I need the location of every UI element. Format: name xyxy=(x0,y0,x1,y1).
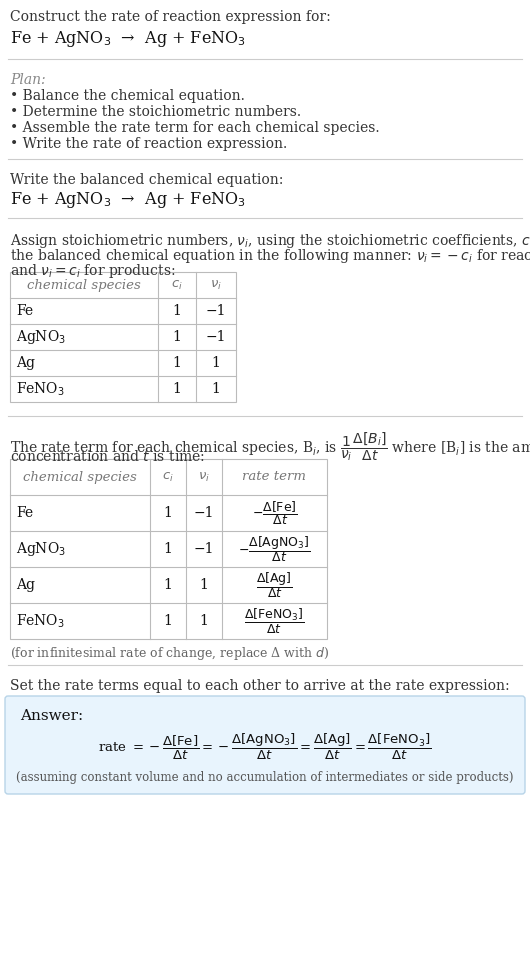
Text: Set the rate terms equal to each other to arrive at the rate expression:: Set the rate terms equal to each other t… xyxy=(10,679,510,693)
Text: $c_i$: $c_i$ xyxy=(171,279,183,291)
Text: 1: 1 xyxy=(164,506,172,520)
Text: $-\dfrac{\Delta[\mathrm{AgNO_3}]}{\Delta t}$: $-\dfrac{\Delta[\mathrm{AgNO_3}]}{\Delta… xyxy=(238,534,311,564)
Text: $\dfrac{\Delta[\mathrm{Ag}]}{\Delta t}$: $\dfrac{\Delta[\mathrm{Ag}]}{\Delta t}$ xyxy=(256,570,293,600)
Text: (for infinitesimal rate of change, replace Δ with $d$): (for infinitesimal rate of change, repla… xyxy=(10,645,330,662)
FancyBboxPatch shape xyxy=(5,696,525,794)
Text: Fe: Fe xyxy=(16,304,33,318)
Bar xyxy=(10,272,236,402)
Text: −1: −1 xyxy=(206,330,226,344)
Text: 1: 1 xyxy=(173,356,181,370)
Text: • Assemble the rate term for each chemical species.: • Assemble the rate term for each chemic… xyxy=(10,121,379,135)
Text: Fe + AgNO$_3$  →  Ag + FeNO$_3$: Fe + AgNO$_3$ → Ag + FeNO$_3$ xyxy=(10,29,246,49)
Text: Fe + AgNO$_3$  →  Ag + FeNO$_3$: Fe + AgNO$_3$ → Ag + FeNO$_3$ xyxy=(10,190,246,210)
Text: −1: −1 xyxy=(206,304,226,318)
Text: The rate term for each chemical species, B$_i$, is $\dfrac{1}{\nu_i}\dfrac{\Delt: The rate term for each chemical species,… xyxy=(10,430,530,463)
Text: rate term: rate term xyxy=(243,470,306,483)
Text: and $\nu_i = c_i$ for products:: and $\nu_i = c_i$ for products: xyxy=(10,262,175,280)
Text: AgNO$_3$: AgNO$_3$ xyxy=(16,328,66,346)
Text: $\dfrac{\Delta[\mathrm{FeNO_3}]}{\Delta t}$: $\dfrac{\Delta[\mathrm{FeNO_3}]}{\Delta … xyxy=(244,607,305,635)
Bar xyxy=(10,459,327,639)
Text: Fe: Fe xyxy=(16,506,33,520)
Text: −1: −1 xyxy=(194,506,214,520)
Text: $c_i$: $c_i$ xyxy=(162,470,174,483)
Text: FeNO$_3$: FeNO$_3$ xyxy=(16,380,65,397)
Text: 1: 1 xyxy=(173,382,181,396)
Text: the balanced chemical equation in the following manner: $\nu_i = -c_i$ for react: the balanced chemical equation in the fo… xyxy=(10,247,530,265)
Text: • Balance the chemical equation.: • Balance the chemical equation. xyxy=(10,89,245,103)
Text: 1: 1 xyxy=(173,330,181,344)
Text: Write the balanced chemical equation:: Write the balanced chemical equation: xyxy=(10,173,284,187)
Text: $\nu_i$: $\nu_i$ xyxy=(210,279,222,291)
Text: 1: 1 xyxy=(164,614,172,628)
Text: Assign stoichiometric numbers, $\nu_i$, using the stoichiometric coefficients, $: Assign stoichiometric numbers, $\nu_i$, … xyxy=(10,232,530,250)
Text: (assuming constant volume and no accumulation of intermediates or side products): (assuming constant volume and no accumul… xyxy=(16,770,514,783)
Text: concentration and $t$ is time:: concentration and $t$ is time: xyxy=(10,449,205,464)
Text: chemical species: chemical species xyxy=(27,279,141,291)
Text: $-\dfrac{\Delta[\mathrm{Fe}]}{\Delta t}$: $-\dfrac{\Delta[\mathrm{Fe}]}{\Delta t}$ xyxy=(252,499,297,527)
Text: −1: −1 xyxy=(194,542,214,556)
Text: 1: 1 xyxy=(173,304,181,318)
Text: rate $= -\dfrac{\Delta[\mathrm{Fe}]}{\Delta t} = -\dfrac{\Delta[\mathrm{AgNO_3}]: rate $= -\dfrac{\Delta[\mathrm{Fe}]}{\De… xyxy=(98,731,432,762)
Text: 1: 1 xyxy=(211,356,220,370)
Text: chemical species: chemical species xyxy=(23,470,137,483)
Text: • Determine the stoichiometric numbers.: • Determine the stoichiometric numbers. xyxy=(10,105,301,119)
Text: Plan:: Plan: xyxy=(10,73,46,87)
Text: Ag: Ag xyxy=(16,578,35,592)
Text: $\nu_i$: $\nu_i$ xyxy=(198,470,210,483)
Text: 1: 1 xyxy=(164,542,172,556)
Text: Ag: Ag xyxy=(16,356,35,370)
Text: • Write the rate of reaction expression.: • Write the rate of reaction expression. xyxy=(10,137,287,151)
Text: 1: 1 xyxy=(200,578,208,592)
Text: 1: 1 xyxy=(164,578,172,592)
Text: Answer:: Answer: xyxy=(20,709,83,723)
Text: FeNO$_3$: FeNO$_3$ xyxy=(16,613,65,630)
Text: 1: 1 xyxy=(200,614,208,628)
Text: 1: 1 xyxy=(211,382,220,396)
Text: Construct the rate of reaction expression for:: Construct the rate of reaction expressio… xyxy=(10,10,331,24)
Text: AgNO$_3$: AgNO$_3$ xyxy=(16,540,66,558)
